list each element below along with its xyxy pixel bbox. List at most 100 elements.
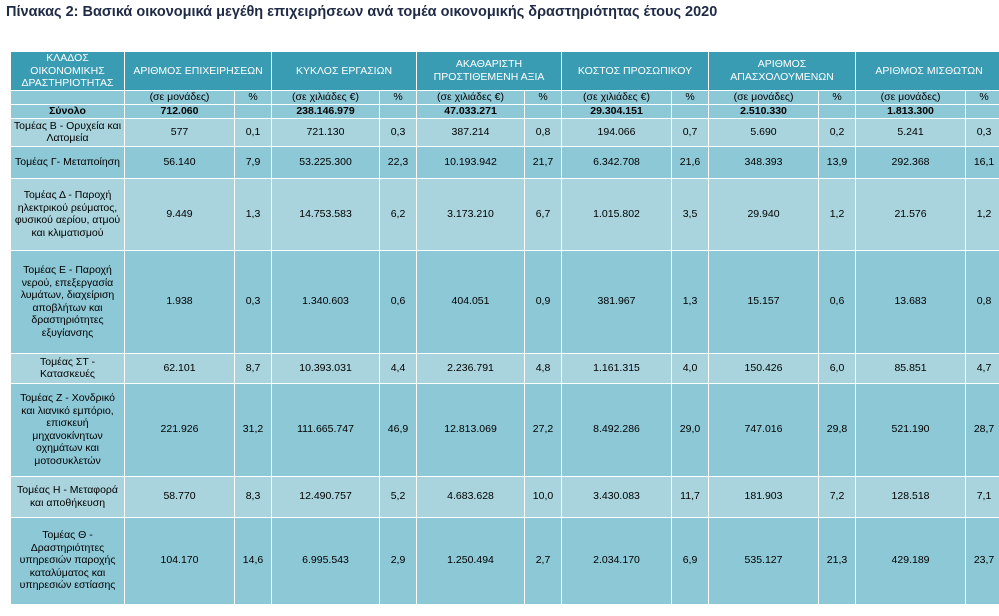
- value-cell: 29,0: [671, 382, 710, 477]
- value-cell: 5.241: [855, 117, 967, 147]
- table-row: Τομέας Δ - Παροχή ηλεκτρικού ρεύματος, φ…: [10, 177, 999, 251]
- unit-cell: (σε μονάδες): [124, 89, 235, 105]
- value-cell: 181.903: [708, 475, 820, 518]
- total-value-cell: [233, 103, 273, 119]
- total-value-cell: 238.146.979: [271, 103, 381, 119]
- unit-cell: (σε μονάδες): [708, 89, 820, 105]
- unit-cell: (σε χιλιάδες €): [561, 89, 673, 105]
- header-personnel-cost: ΚΟΣΤΟΣ ΠΡΟΣΩΠΙΚΟΥ: [561, 51, 710, 91]
- value-cell: 1.340.603: [271, 249, 381, 354]
- value-cell: 12.813.069: [416, 382, 526, 477]
- value-cell: 1,3: [671, 249, 710, 354]
- value-cell: 535.127: [708, 516, 820, 605]
- value-cell: 1.938: [124, 249, 235, 354]
- value-cell: 577: [124, 117, 235, 147]
- value-cell: 292.368: [855, 145, 967, 179]
- value-cell: 0,3: [233, 249, 273, 354]
- value-cell: 4,7: [965, 352, 999, 384]
- header-enterprises: ΑΡΙΘΜΟΣ ΕΠΙΧΕΙΡΗΣΕΩΝ: [123, 51, 273, 91]
- value-cell: 21.576: [855, 177, 967, 251]
- value-cell: 8,7: [233, 352, 273, 384]
- value-cell: 10,0: [524, 475, 563, 518]
- value-cell: 3.430.083: [561, 475, 673, 518]
- value-cell: 111.665.747: [271, 382, 381, 477]
- value-cell: 5,2: [379, 475, 418, 518]
- value-cell: 62.101: [124, 352, 235, 384]
- value-cell: 12.490.757: [271, 475, 381, 518]
- value-cell: 11,7: [671, 475, 710, 518]
- sector-label: Τομέας Γ- Μεταποίηση: [10, 145, 125, 179]
- value-cell: 5.690: [708, 117, 820, 147]
- unit-cell: %: [524, 89, 563, 105]
- value-cell: 0,6: [818, 249, 857, 354]
- unit-cell: %: [671, 89, 710, 105]
- value-cell: 521.190: [855, 382, 967, 477]
- value-cell: 13.683: [855, 249, 967, 354]
- table-row: Τομέας Γ- Μεταποίηση 56.140 7,9 53.225.300 2…: [10, 145, 999, 179]
- value-cell: 7,2: [818, 475, 857, 518]
- value-cell: 8.492.286: [561, 382, 673, 477]
- value-cell: 16,1: [965, 145, 999, 179]
- value-cell: 6,2: [379, 177, 418, 251]
- unit-cell: %: [818, 89, 857, 105]
- sector-label: Τομέας Η - Μεταφορά και αποθήκευση: [10, 475, 125, 518]
- value-cell: 4,0: [671, 352, 710, 384]
- value-cell: 0,2: [818, 117, 857, 147]
- table-row: Τομέας Θ - Δραστηριότητες υπηρεσιών παρο…: [10, 516, 999, 605]
- unit-cell: %: [965, 89, 999, 105]
- sector-label: Τομέας Δ - Παροχή ηλεκτρικού ρεύματος, φ…: [10, 177, 125, 251]
- table-title: Πίνακας 2: Βασικά οικονομικά μεγέθη επιχ…: [6, 4, 718, 20]
- value-cell: 0,6: [379, 249, 418, 354]
- value-cell: 721.130: [271, 117, 381, 147]
- value-cell: 747.016: [708, 382, 820, 477]
- total-value-cell: [818, 103, 857, 119]
- header-employed: ΑΡΙΘΜΟΣ ΑΠΑΣΧΟΛΟΥΜΕΝΩΝ: [708, 51, 857, 91]
- value-cell: 21,6: [671, 145, 710, 179]
- value-cell: 14.753.583: [271, 177, 381, 251]
- unit-cell: %: [379, 89, 418, 105]
- value-cell: 21,3: [818, 516, 857, 605]
- value-cell: 0,8: [965, 249, 999, 354]
- header-employees: ΑΡΙΘΜΟΣ ΜΙΣΘΩΤΩΝ: [855, 51, 999, 91]
- sector-label: Τομέας Θ - Δραστηριότητες υπηρεσιών παρο…: [10, 516, 125, 605]
- value-cell: 7,1: [965, 475, 999, 518]
- value-cell: 2.236.791: [416, 352, 526, 384]
- value-cell: 2,7: [524, 516, 563, 605]
- value-cell: 6.342.708: [561, 145, 673, 179]
- value-cell: 6,0: [818, 352, 857, 384]
- value-cell: 14,6: [233, 516, 273, 605]
- table-row: Τομέας Ε - Παροχή νερού, επεξεργασία λυμ…: [10, 249, 999, 354]
- value-cell: 0,3: [965, 117, 999, 147]
- value-cell: 128.518: [855, 475, 967, 518]
- value-cell: 4.683.628: [416, 475, 526, 518]
- value-cell: 4,8: [524, 352, 563, 384]
- value-cell: 1,2: [818, 177, 857, 251]
- value-cell: 46,9: [379, 382, 418, 477]
- total-value-cell: 712.060: [124, 103, 235, 119]
- value-cell: 21,7: [524, 145, 563, 179]
- value-cell: 0,7: [671, 117, 710, 147]
- value-cell: 9.449: [124, 177, 235, 251]
- table-row: Τομέας Ζ - Χονδρικό και λιανικό εμπόριο,…: [10, 382, 999, 477]
- value-cell: 387.214: [416, 117, 526, 147]
- value-cell: 6,7: [524, 177, 563, 251]
- unit-cell: (σε χιλιάδες €): [416, 89, 526, 105]
- value-cell: 23,7: [965, 516, 999, 605]
- value-cell: 0,8: [524, 117, 563, 147]
- header-value-added: ΑΚΑΘΑΡΙΣΤΗ ΠΡΟΣΤΙΘΕΜΕΝΗ ΑΞΙΑ: [416, 51, 563, 91]
- value-cell: 22,3: [379, 145, 418, 179]
- table-row: Τομέας Β - Ορυχεία και Λατομεία 577 0,1 721…: [10, 117, 999, 147]
- header-sector: ΚΛΑΔΟΣ ΟΙΚΟΝΟΜΙΚΗΣ ΔΡΑΣΤΗΡΙΟΤΗΤΑΣ: [10, 51, 125, 91]
- value-cell: 13,9: [818, 145, 857, 179]
- value-cell: 1.250.494: [416, 516, 526, 605]
- total-value-cell: [965, 103, 999, 119]
- value-cell: 4,4: [379, 352, 418, 384]
- value-cell: 28,7: [965, 382, 999, 477]
- unit-cell: (σε μονάδες): [855, 89, 967, 105]
- value-cell: 2,9: [379, 516, 418, 605]
- value-cell: 29,8: [818, 382, 857, 477]
- value-cell: 31,2: [233, 382, 273, 477]
- value-cell: 6.995.543: [271, 516, 381, 605]
- units-empty-cell: [10, 89, 125, 105]
- value-cell: 58.770: [124, 475, 235, 518]
